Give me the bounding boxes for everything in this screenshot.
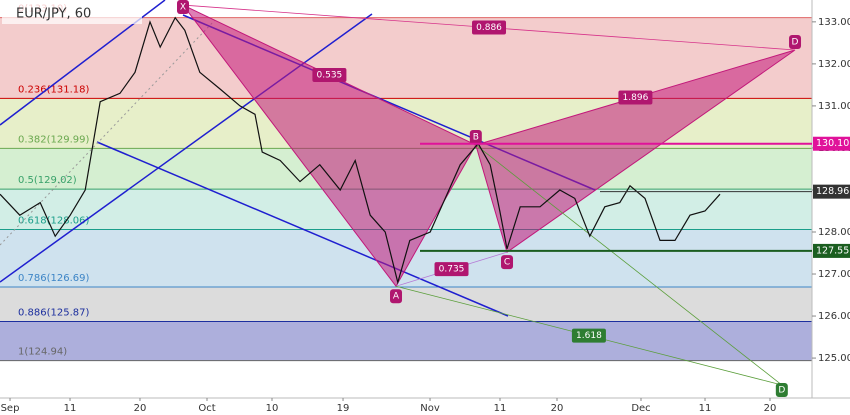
y-tick-label: 132.00 bbox=[818, 59, 850, 70]
x-tick-label: 11 bbox=[699, 403, 712, 414]
x-tick-label: Sep bbox=[1, 403, 20, 414]
fib-label: 0.5(129.02) bbox=[18, 175, 77, 186]
channel-line bbox=[96, 141, 509, 317]
ratio-box bbox=[472, 20, 507, 35]
price-marker-box bbox=[813, 184, 850, 199]
channel-line bbox=[0, 13, 373, 283]
point-box bbox=[775, 383, 788, 397]
point-label: A bbox=[393, 292, 400, 302]
point-box bbox=[390, 289, 403, 304]
price-marker-box bbox=[813, 243, 850, 258]
x-tick-label: Dec bbox=[631, 403, 650, 414]
y-tick-label: 133.00 bbox=[818, 17, 850, 28]
fib-label: 0.786(126.69) bbox=[18, 273, 90, 284]
x-tick-label: 11 bbox=[64, 403, 77, 414]
ratio-label: 0.535 bbox=[317, 71, 343, 81]
point-label: C bbox=[504, 258, 510, 268]
ratio-label: 1.896 bbox=[623, 93, 649, 103]
chart-title: EUR/JPY, 60 bbox=[16, 7, 91, 22]
x-tick-label: 20 bbox=[134, 403, 147, 414]
price-marker-label: 130.10 bbox=[816, 138, 849, 149]
price-line bbox=[0, 16, 721, 285]
dotted-line bbox=[0, 19, 216, 246]
x-tick-label: 19 bbox=[337, 403, 350, 414]
point-box bbox=[501, 255, 514, 270]
fib-band bbox=[0, 321, 812, 361]
ratio-box bbox=[434, 262, 469, 277]
fib-band bbox=[0, 287, 812, 322]
x-tick-label: 20 bbox=[764, 403, 777, 414]
y-tick-label: 127.00 bbox=[818, 269, 850, 280]
y-tick-label: 128.00 bbox=[818, 227, 850, 238]
fib-label: 0.618(128.06) bbox=[18, 215, 90, 226]
ratio-label: 0.735 bbox=[439, 265, 465, 275]
fib-label: 1(124.94) bbox=[18, 347, 67, 358]
x-tick-label: 10 bbox=[266, 403, 279, 414]
point-label: D bbox=[778, 386, 785, 396]
point-label: X bbox=[180, 3, 186, 13]
price-marker-label: 127.55 bbox=[816, 245, 849, 256]
fib-label: 0.886(125.87) bbox=[18, 308, 90, 319]
x-tick-label: 20 bbox=[551, 403, 564, 414]
price-axis-bg bbox=[812, 0, 850, 398]
x-tick-label: Oct bbox=[198, 403, 215, 414]
point-box bbox=[469, 129, 482, 144]
fib-label: 0.236(131.18) bbox=[18, 84, 90, 95]
y-tick-label: 125.00 bbox=[818, 353, 850, 364]
point-label: B bbox=[473, 132, 479, 142]
y-tick-label: 131.00 bbox=[818, 101, 850, 112]
price-marker-box bbox=[813, 136, 850, 151]
fib-label: 0.382(129.99) bbox=[18, 134, 90, 145]
point-box bbox=[177, 0, 190, 14]
y-tick-label: 126.00 bbox=[818, 311, 850, 322]
ratio-box bbox=[571, 328, 606, 343]
title-bg bbox=[2, 4, 142, 24]
ratio-box bbox=[618, 90, 653, 105]
ratio-box bbox=[312, 68, 347, 83]
point-box bbox=[789, 35, 802, 50]
pattern-leg bbox=[475, 144, 783, 386]
price-marker-label: 128.96 bbox=[816, 186, 849, 197]
x-tick-label: 11 bbox=[494, 403, 507, 414]
ratio-label: 1.618 bbox=[576, 331, 602, 341]
point-label: D bbox=[792, 38, 799, 48]
ratio-label: 0.886 bbox=[476, 23, 502, 33]
x-tick-label: Nov bbox=[420, 403, 440, 414]
plot: 0.886 0.535 1.896 0.735 1.618 X A B C D D bbox=[0, 0, 802, 397]
